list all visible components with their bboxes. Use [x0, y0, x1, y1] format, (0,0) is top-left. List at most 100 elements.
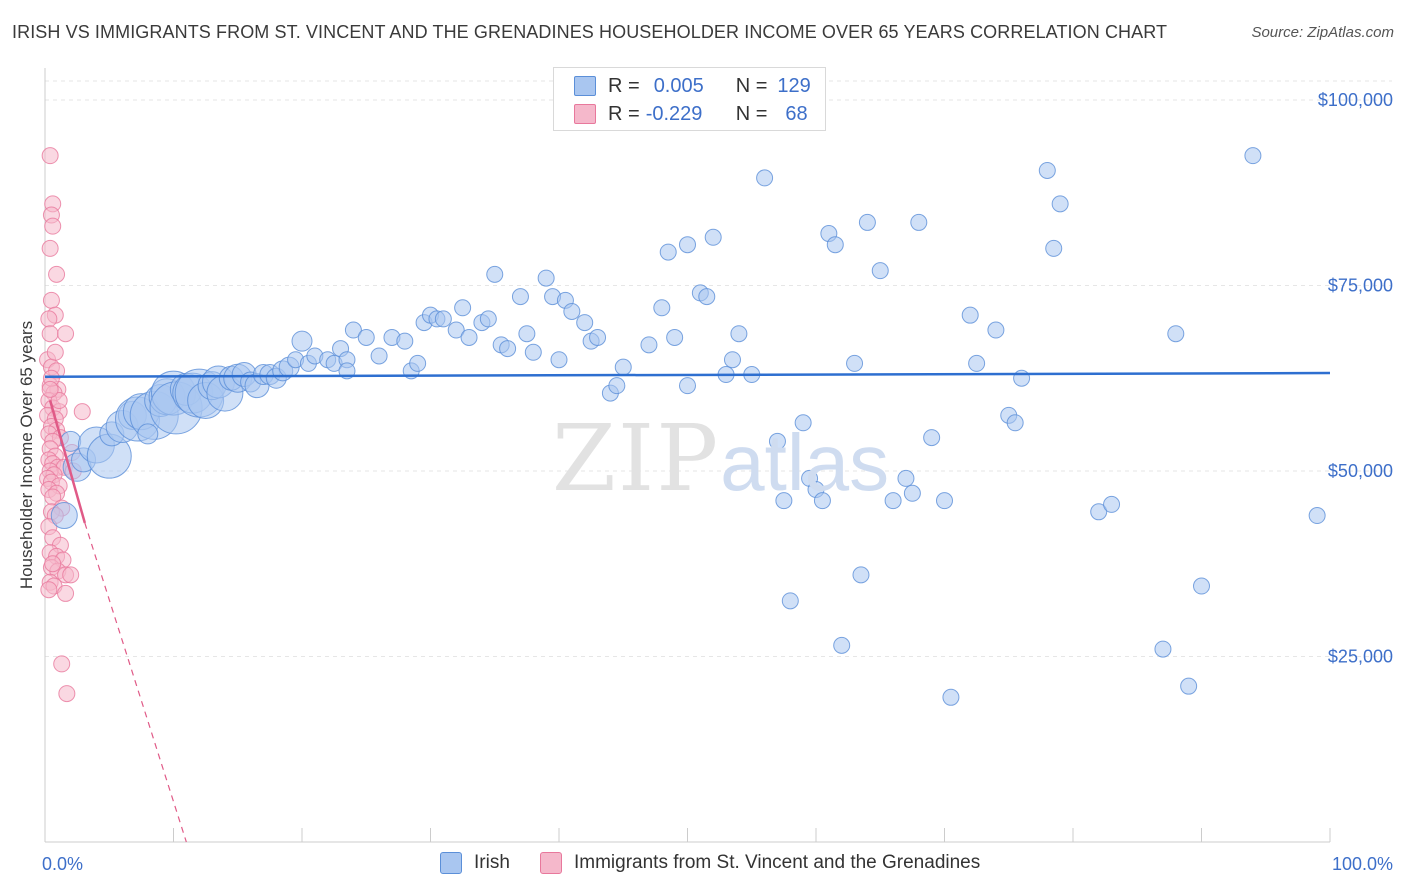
irish-point: [910, 213, 928, 231]
irish-point: [409, 354, 427, 372]
trend-lines: [44, 371, 1331, 843]
irish-point: [550, 351, 568, 369]
legend-swatch-immigrants: [540, 852, 562, 874]
immigrants-point: [53, 655, 71, 673]
series-legend: Irish Immigrants from St. Vincent and th…: [0, 852, 1406, 878]
legend-label-irish: Irish: [474, 852, 510, 873]
irish-point: [1167, 325, 1185, 343]
irish-point: [370, 347, 388, 365]
irish-point: [447, 321, 465, 339]
irish-point: [50, 502, 78, 530]
immigrants-trend-line: [48, 400, 87, 524]
legend-n-label: N =: [735, 102, 768, 125]
immigrants-point: [57, 325, 75, 343]
irish-point: [434, 310, 452, 328]
immigrants-point: [62, 566, 80, 584]
irish-point: [454, 299, 472, 317]
immigrants-point: [48, 265, 66, 283]
legend-r-value: 0.005: [653, 74, 704, 97]
legend-swatch-irish: [440, 852, 462, 874]
irish-point: [1180, 677, 1198, 695]
immigrants-point: [41, 239, 59, 257]
irish-point: [518, 325, 536, 343]
series-irish: [50, 102, 1326, 706]
irish-point: [775, 492, 793, 510]
irish-point: [679, 377, 696, 395]
correlation-legend: R = 0.005 N = 129 R = -0.229 N = 68: [553, 67, 826, 131]
watermark-atlas: atlas: [720, 418, 890, 507]
immigrants-point: [58, 685, 76, 703]
irish-point: [1006, 414, 1024, 432]
irish-point: [589, 328, 607, 346]
irish-point: [730, 325, 748, 343]
irish-point: [563, 302, 581, 320]
irish-point: [659, 243, 677, 261]
irish-point: [846, 354, 864, 372]
irish-point: [1013, 369, 1031, 387]
legend-swatch-irish: [574, 76, 596, 96]
irish-point: [576, 314, 594, 332]
irish-point: [1038, 161, 1056, 179]
legend-row-immigrants: R = -0.229 N = 68: [574, 102, 808, 126]
irish-point: [460, 328, 478, 346]
immigrants-trend-extension: [84, 522, 187, 843]
immigrants-point: [41, 325, 59, 343]
irish-trend-line: [44, 371, 1331, 379]
irish-point: [961, 306, 979, 324]
legend-swatch-immigrants: [574, 104, 596, 124]
watermark: ZIPatlas: [552, 405, 889, 512]
irish-point: [923, 429, 941, 447]
irish-point: [1244, 147, 1262, 165]
y-tick-label: $75,000: [1328, 276, 1393, 296]
irish-point: [1154, 640, 1172, 658]
chart-source: Source: ZipAtlas.com: [1251, 24, 1394, 41]
irish-point: [968, 354, 986, 372]
y-tick-label: $25,000: [1328, 647, 1393, 667]
irish-point: [137, 423, 159, 445]
chart-title: IRISH VS IMMIGRANTS FROM ST. VINCENT AND…: [12, 22, 1168, 42]
y-axis-label: Householder Income Over 65 years: [17, 321, 36, 589]
irish-point: [794, 414, 812, 432]
irish-point: [903, 484, 921, 502]
irish-point: [396, 332, 414, 350]
legend-r-label: R =: [608, 74, 640, 97]
irish-point: [698, 288, 716, 306]
irish-point: [833, 636, 851, 654]
irish-point: [704, 228, 722, 246]
irish-point: [884, 492, 902, 510]
immigrants-point: [41, 147, 59, 165]
x-tick-label-max: 100.0%: [1332, 854, 1393, 874]
legend-n-label: N =: [735, 74, 768, 97]
irish-point: [653, 299, 671, 317]
watermark-zip: ZIP: [552, 405, 721, 512]
legend-item-immigrants[interactable]: Immigrants from St. Vincent and the Gren…: [540, 852, 980, 874]
legend-n-value: 129: [777, 74, 811, 97]
immigrants-point: [40, 310, 58, 328]
irish-point: [291, 330, 313, 352]
y-tick-label: $50,000: [1328, 461, 1393, 481]
irish-point: [640, 336, 658, 354]
irish-point: [897, 469, 915, 487]
irish-point: [666, 328, 684, 346]
irish-point: [344, 321, 362, 339]
irish-point: [511, 288, 529, 306]
irish-point: [781, 592, 799, 610]
irish-point: [756, 169, 774, 187]
x-tick-label-min: 0.0%: [42, 854, 83, 874]
legend-r-label: R =: [608, 102, 640, 125]
irish-point: [1193, 577, 1210, 595]
irish-point: [537, 269, 555, 287]
irish-point: [499, 340, 517, 358]
irish-point: [524, 343, 542, 361]
legend-label-immigrants: Immigrants from St. Vincent and the Gren…: [574, 852, 981, 873]
y-tick-label: $100,000: [1318, 90, 1393, 110]
irish-point: [614, 358, 632, 376]
immigrants-point: [57, 584, 75, 602]
irish-point: [486, 265, 504, 283]
legend-r-value: -0.229: [645, 102, 703, 125]
irish-point: [608, 377, 626, 395]
immigrants-point: [40, 581, 58, 599]
irish-point: [936, 492, 953, 510]
legend-item-irish[interactable]: Irish: [440, 852, 510, 874]
